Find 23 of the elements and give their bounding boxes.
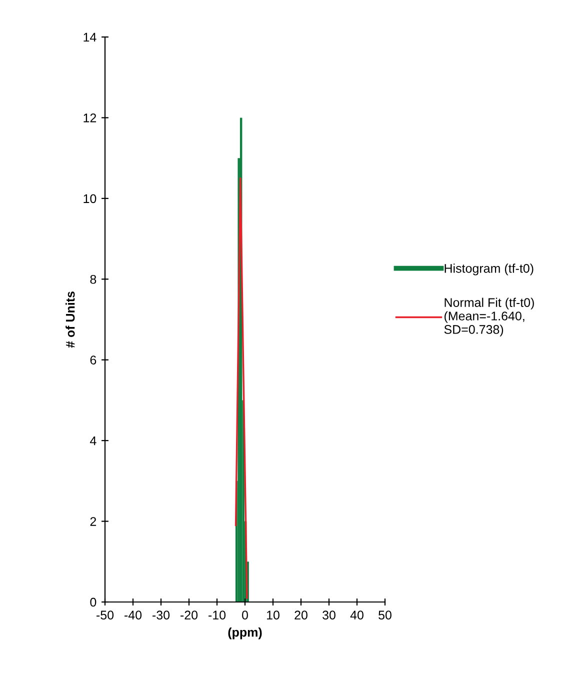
y-tick-label: 6 [90,356,96,365]
x-axis-title: (ppm) [228,628,262,640]
y-tick-label: 12 [84,114,96,122]
x-tick-label: 10 [267,610,280,620]
y-tick-label: 10 [84,194,96,204]
x-tick-label: -40 [124,610,142,620]
y-tick-label: 4 [90,436,96,446]
y-tick-label: 14 [84,32,96,42]
y-tick-label: 8 [90,274,96,284]
x-tick-label: 20 [294,610,308,620]
legend-label: Histogram (tf-t0) [444,264,534,276]
x-tick-label: 0 [242,610,248,620]
x-tick-label: 40 [350,610,364,620]
x-tick-label: 50 [378,610,392,620]
y-tick-label: 0 [90,598,96,607]
y-tick-label: 2 [90,517,96,526]
x-tick-label: -30 [152,610,170,620]
x-tick-label: -50 [96,610,114,620]
legend-label: Normal Fit (tf-t0) (Mean=-1.640, SD=0.738) [444,298,534,336]
y-axis-title: # of Units [66,292,75,348]
x-tick-label: 30 [322,610,336,620]
x-tick-label: -10 [208,610,226,620]
x-tick-label: -20 [180,610,198,620]
